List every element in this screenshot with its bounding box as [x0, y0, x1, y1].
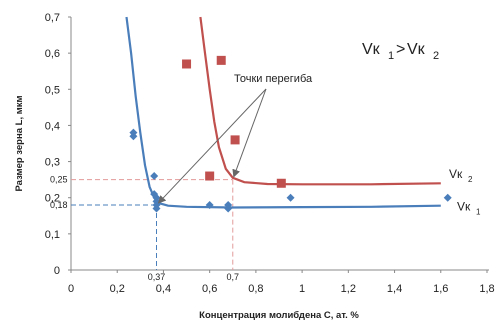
x-tick-label: 1,8 [479, 283, 494, 295]
series-1-point [150, 172, 159, 181]
y-tick-label: 0,5 [45, 84, 60, 96]
x-tick-label: 1,4 [387, 283, 402, 295]
y-tick-label: 0,1 [45, 229, 60, 241]
inflection-y-label: 0,18 [50, 200, 68, 210]
series-1-point [152, 204, 161, 213]
series-1-point [443, 193, 452, 202]
annotation-label: Точки перегиба [234, 73, 313, 85]
relation-left-sub: 1 [388, 50, 394, 62]
series-1-point [224, 204, 233, 213]
y-tick-label: 0,2 [45, 193, 60, 205]
relation-right-sub: 2 [433, 50, 439, 62]
series-2-point [276, 178, 286, 188]
inflection-y-label: 0,25 [50, 175, 68, 185]
series-2-point [182, 59, 192, 69]
series-1-point [286, 193, 295, 202]
relation-gt: > [396, 41, 405, 58]
annotation-arrow [232, 88, 267, 178]
series-2-point [216, 55, 226, 65]
x-tick-label: 1,2 [341, 283, 356, 295]
series-2-point [205, 171, 215, 181]
x-axis-title: Концентрация молибдена С, ат. % [199, 310, 359, 321]
x-tick-label: 1,6 [433, 283, 448, 295]
plot-area: 0 0,2 0,4 0,6 0,8 1 1,2 1,4 1,6 1,800,10,20,30,40… [14, 12, 495, 321]
relation-right: Vк [407, 41, 426, 58]
y-tick-label: 0,7 [45, 12, 60, 24]
series-2-label: Vк [449, 167, 463, 181]
inflection-x-label: 0,37 [148, 272, 166, 282]
inflection-x-label: 0,7 [227, 272, 240, 282]
y-tick-label: 0 [54, 265, 60, 277]
series-1-label: Vк [457, 199, 471, 213]
x-tick-label: 0 [68, 283, 74, 295]
x-tick-label: 0,2 [110, 283, 125, 295]
y-tick-label: 0,6 [45, 48, 60, 60]
series-1-label-sub: 1 [476, 207, 481, 216]
x-tick-label: 1 [299, 283, 305, 295]
series-1-point [129, 132, 138, 141]
y-tick-label: 0,3 [45, 157, 60, 169]
y-tick-label: 0,4 [45, 120, 60, 132]
y-axis-title: Размер зерна L, мкм [14, 95, 25, 191]
series-2-label-sub: 2 [468, 175, 473, 184]
x-tick-label: 0,6 [202, 283, 217, 295]
series-2-point [230, 135, 240, 145]
series-2-trend-line [199, 16, 441, 186]
x-tick-label: 0,4 [156, 283, 171, 295]
series-1-point [205, 200, 214, 209]
relation-left: Vк [362, 41, 381, 58]
x-tick-label: 0,8 [248, 283, 263, 295]
annotation-arrow [157, 88, 267, 204]
